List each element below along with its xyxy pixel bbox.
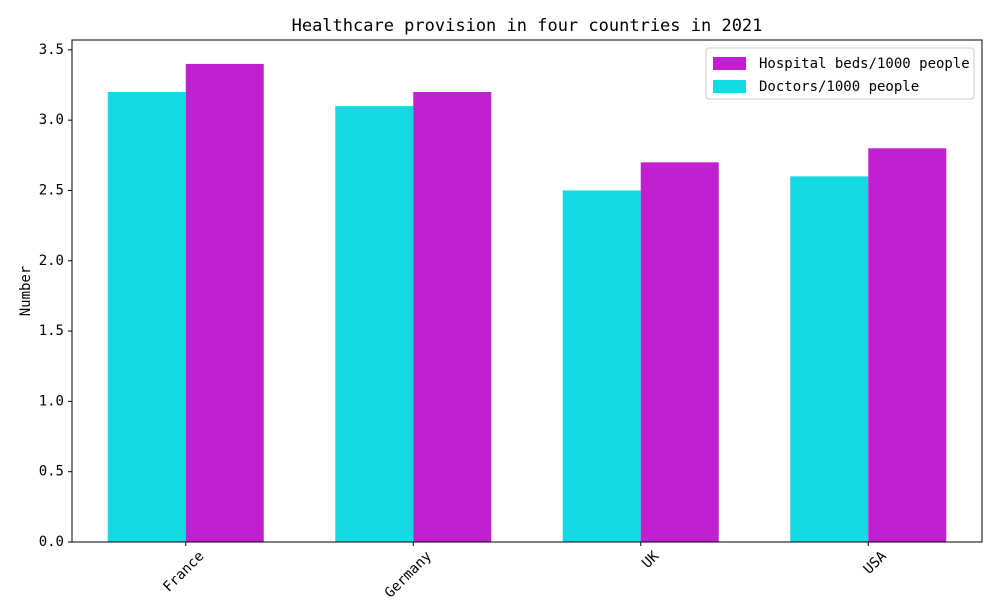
y-tick-label: 1.0: [39, 393, 64, 409]
y-tick-label: 0.0: [39, 534, 64, 550]
legend-box: [705, 47, 975, 100]
y-tick-label: 1.5: [39, 323, 64, 339]
legend-label-hospital-beds: Hospital beds/1000 people: [759, 56, 970, 72]
bar-germany-hospital-beds: [413, 92, 492, 542]
y-tick-label: 2.0: [39, 253, 64, 269]
y-tick-label: 2.5: [39, 182, 64, 198]
x-tick-label: France: [160, 548, 207, 595]
legend-swatch-hospital-beds: [713, 57, 746, 70]
bar-france-doctors: [107, 92, 186, 542]
bar-germany-doctors: [335, 106, 414, 543]
plot-area: France Germany UK USA 0.0 0.5 1.0 1.5 2.0 2.5 3.0 3…: [39, 39, 983, 601]
y-tick-label: 0.5: [39, 464, 64, 480]
y-tick-label: 3.0: [39, 112, 64, 128]
legend: Hospital beds/1000 people Doctors/1000 pe…: [705, 47, 975, 100]
bar-uk-hospital-beds: [640, 162, 719, 543]
bar-uk-doctors: [562, 190, 641, 542]
x-tick-label: USA: [861, 548, 891, 578]
bar-france-hospital-beds: [185, 63, 264, 543]
bar-usa-doctors: [790, 176, 869, 542]
legend-label-doctors: Doctors/1000 people: [759, 79, 919, 95]
x-tick-label: UK: [639, 548, 663, 572]
chart-title: Healthcare provision in four countries i…: [292, 16, 763, 36]
x-tick-label: Germany: [382, 548, 435, 600]
legend-swatch-doctors: [713, 80, 746, 93]
y-tick-label: 3.5: [39, 42, 64, 58]
plot-frame: [71, 39, 983, 543]
bar-usa-hospital-beds: [868, 148, 947, 542]
y-axis-label: Number: [18, 266, 34, 317]
